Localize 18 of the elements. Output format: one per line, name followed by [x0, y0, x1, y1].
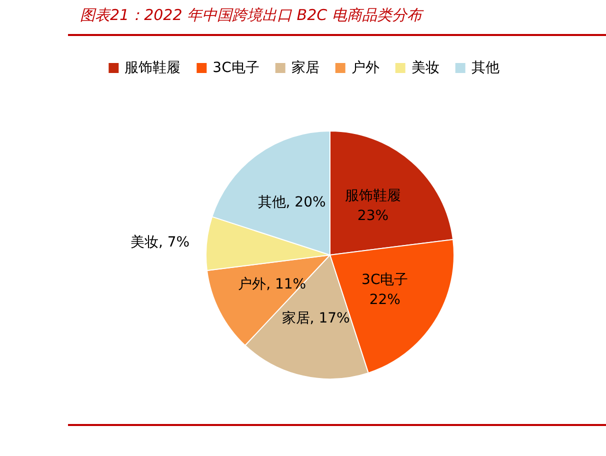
legend-label: 3C电子: [212, 60, 260, 76]
legend-label: 美妆: [411, 60, 440, 76]
chart-title: 图表21：2022 年中国跨境出口 B2C 电商品类分布: [80, 6, 422, 25]
slice-label: 其他: [258, 194, 286, 210]
slice-label: 服饰鞋履: [344, 188, 401, 204]
data-label: , 7%: [158, 234, 190, 251]
legend-label: 家居: [291, 60, 320, 76]
legend-label: 其他: [471, 60, 500, 76]
data-label: 23%: [357, 208, 389, 224]
legend-label: 户外: [351, 60, 380, 76]
legend-label: 服饰鞋履: [124, 60, 181, 76]
data-label: , 17%: [310, 310, 350, 326]
slice-label: 3C电子: [362, 272, 408, 288]
slice-label: 户外: [238, 276, 266, 293]
data-label: , 20%: [286, 194, 326, 210]
slice-label: 家居: [282, 310, 310, 326]
data-label: 22%: [369, 292, 400, 308]
slice-label: 美妆: [130, 234, 158, 251]
